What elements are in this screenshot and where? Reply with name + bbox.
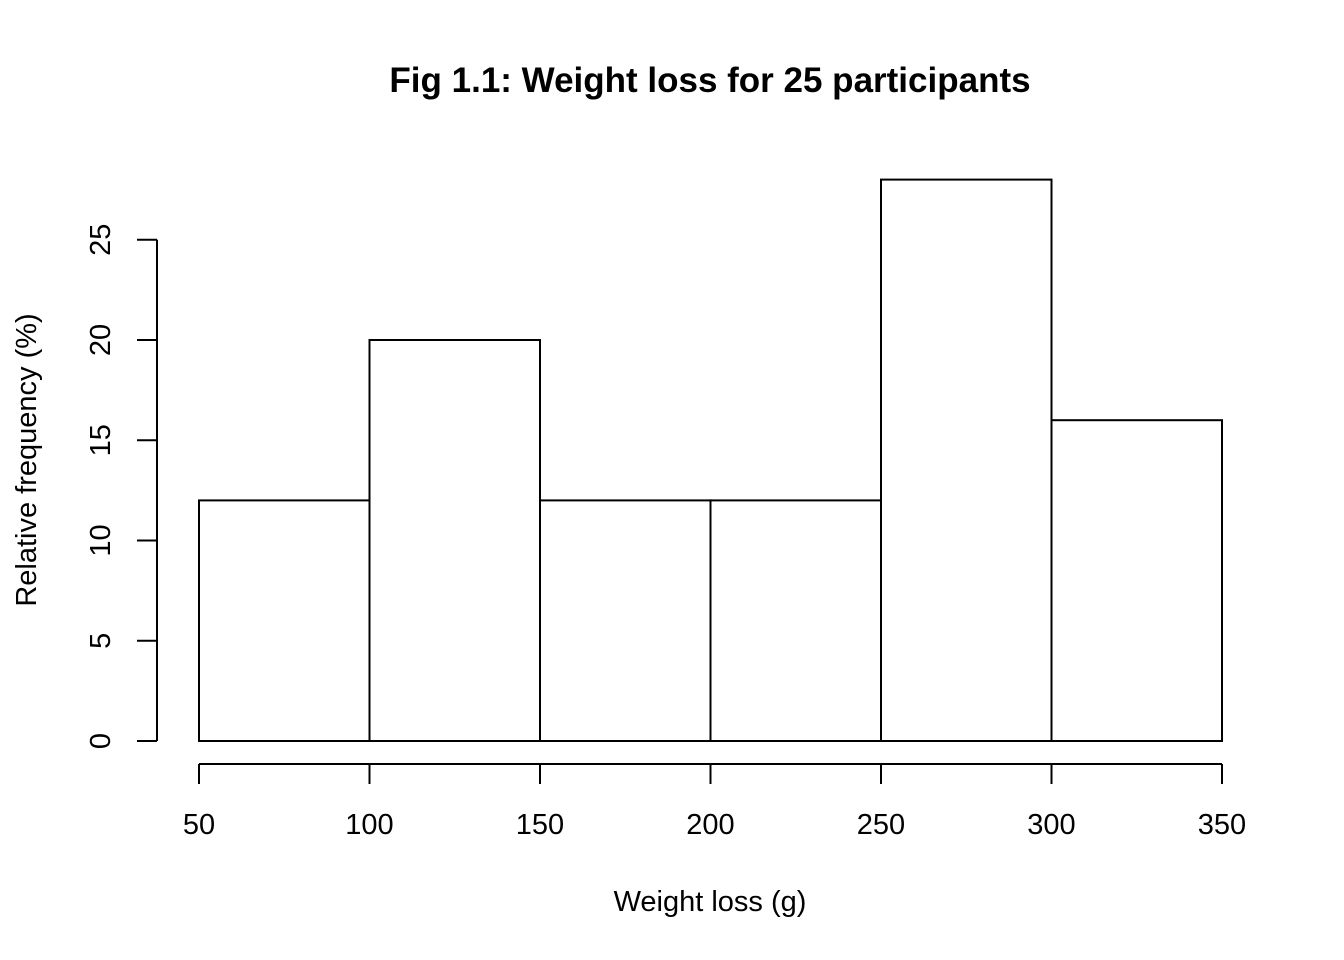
x-tick-label: 100 — [345, 809, 393, 841]
y-tick-label: 5 — [85, 633, 117, 649]
x-tick-label: 150 — [516, 809, 564, 841]
y-tick-label: 15 — [85, 424, 117, 456]
x-tick-label: 50 — [183, 809, 215, 841]
y-tick-label: 20 — [85, 324, 117, 356]
y-axis-label: Relative frequency (%) — [11, 313, 43, 606]
histogram-bar-6 — [1050, 419, 1223, 742]
x-tick-label: 300 — [1027, 809, 1075, 841]
histogram-bar-3 — [539, 499, 712, 742]
y-axis: 0 5 10 15 20 25 — [85, 224, 158, 749]
histogram-bar-1 — [198, 499, 371, 742]
histogram-bar-4 — [709, 499, 882, 742]
x-tick-label: 350 — [1198, 809, 1246, 841]
histogram-bar-2 — [368, 339, 541, 742]
y-tick-label: 10 — [85, 524, 117, 556]
y-tick-label: 0 — [85, 733, 117, 749]
x-tick-label: 250 — [857, 809, 905, 841]
histogram-bar-5 — [880, 178, 1053, 743]
chart-title: Fig 1.1: Weight loss for 25 participants — [389, 61, 1030, 100]
x-axis-label: Weight loss (g) — [614, 886, 807, 918]
x-axis: 50 100 150 200 250 300 350 — [183, 763, 1246, 841]
y-tick-label: 25 — [85, 224, 117, 256]
x-tick-label: 200 — [686, 809, 734, 841]
bars-group — [198, 178, 1223, 743]
